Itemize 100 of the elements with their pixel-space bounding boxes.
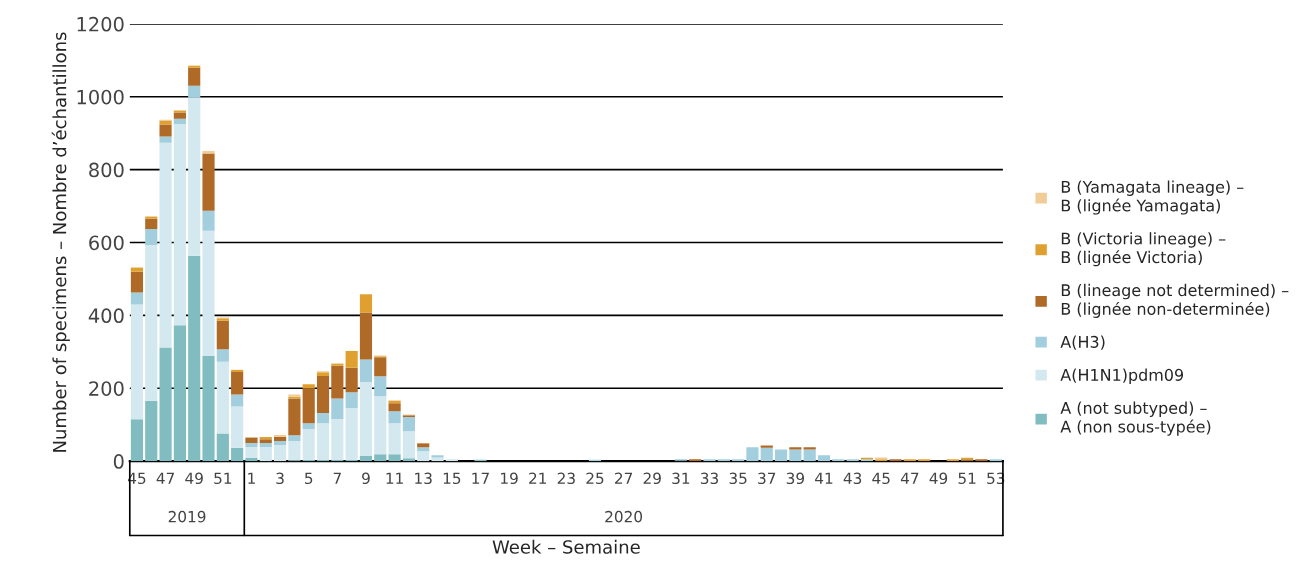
- bar: [746, 447, 759, 462]
- bar: [331, 365, 344, 399]
- bar: [760, 445, 773, 448]
- x-tick-label: 9: [362, 472, 370, 485]
- x-tick-label: 7: [333, 472, 341, 484]
- bar: [431, 455, 444, 458]
- bar: [288, 441, 301, 461]
- x-tick-label: 51: [958, 472, 976, 485]
- y-axis-title: Number of specimens – Nombre d’échantillons: [51, 32, 70, 452]
- x-tick-label: 35: [729, 472, 747, 485]
- bar: [159, 142, 172, 348]
- bar: [316, 423, 330, 461]
- text: 2020: [605, 510, 643, 523]
- bar: [402, 458, 415, 462]
- bar: [331, 418, 344, 461]
- legend-label: A (not subtyped) – A (non sous-typée): [1060, 401, 1211, 436]
- bar: [359, 359, 373, 383]
- bar: [245, 437, 258, 443]
- bar: [302, 423, 315, 430]
- bar: [216, 433, 229, 462]
- x-tick-label: 39: [786, 472, 805, 485]
- legend-label: A(H1N1)pdm09: [1060, 368, 1184, 385]
- bar: [259, 446, 272, 462]
- x-tick-label: 49: [185, 472, 203, 485]
- bar: [274, 437, 287, 442]
- x-tick-label: 33: [700, 472, 718, 485]
- bar: [374, 396, 387, 455]
- bar: [402, 431, 415, 459]
- bar: [274, 441, 287, 446]
- bar: [417, 443, 430, 448]
- bar: [417, 451, 430, 462]
- bar: [245, 446, 258, 458]
- bar: [316, 413, 330, 424]
- bar: [231, 371, 244, 395]
- bar: [345, 407, 358, 461]
- bar: [130, 292, 144, 305]
- y-tick-label: 0: [113, 454, 124, 469]
- bar: [388, 454, 401, 462]
- bar: [374, 454, 387, 462]
- x-tick-label: 13: [415, 472, 432, 485]
- x-tick-label: 47: [156, 472, 174, 484]
- bar: [145, 229, 158, 246]
- x-tick-label: 37: [758, 472, 776, 485]
- x-tick-label: 19: [501, 472, 518, 485]
- bar: [774, 449, 788, 462]
- bar: [173, 118, 186, 125]
- bar: [388, 403, 401, 412]
- bar: [345, 392, 358, 408]
- bar: [130, 419, 144, 462]
- bar: [316, 375, 330, 414]
- x-tick-label: 27: [615, 472, 633, 484]
- x-tick-label: 31: [672, 472, 690, 485]
- bar: [159, 136, 172, 143]
- bar: [173, 112, 186, 119]
- bar: [359, 312, 373, 360]
- bar: [388, 411, 401, 424]
- bar: [202, 151, 215, 154]
- bar: [245, 457, 258, 462]
- x-tick-label: 11: [386, 472, 403, 484]
- x-tick-label: 49: [929, 472, 948, 485]
- bar: [817, 455, 831, 462]
- bar: [388, 423, 401, 455]
- bar: [202, 355, 215, 462]
- bar: [130, 271, 144, 293]
- x-tick-label: 43: [843, 472, 862, 485]
- bar: [302, 388, 315, 424]
- bar: [216, 349, 229, 362]
- x-tick-label: 1: [248, 472, 255, 484]
- bar: [274, 445, 287, 462]
- bar: [173, 124, 186, 326]
- y-tick-label: 1000: [77, 89, 124, 105]
- bar: [259, 442, 272, 447]
- bar: [130, 304, 144, 420]
- x-tick-label: 45: [872, 472, 890, 485]
- bar: [302, 384, 315, 389]
- y-tick-label: 600: [89, 235, 124, 251]
- x-tick-label: 29: [643, 472, 661, 485]
- bar: [231, 406, 244, 448]
- legend-label: A(H3): [1060, 335, 1105, 350]
- bar: [803, 449, 816, 462]
- bar: [359, 294, 373, 313]
- bar: [288, 398, 301, 436]
- bar: [331, 398, 344, 419]
- x-tick-label: 23: [557, 472, 575, 485]
- bar: [188, 97, 201, 256]
- bar: [288, 435, 301, 442]
- x-tick-label: 5: [305, 472, 313, 485]
- bar: [159, 124, 172, 137]
- bar: [374, 357, 387, 377]
- legend-label: B (Victoria lineage) – B (lignée Victoria): [1061, 232, 1226, 267]
- bar: [173, 325, 186, 462]
- x-axis-title: Week – Semaine: [492, 539, 640, 554]
- x-tick-label: 51: [214, 472, 232, 485]
- x-tick-label: 3: [276, 472, 284, 485]
- text: 2019: [168, 510, 206, 523]
- bar: [345, 351, 358, 368]
- legend-label: B (Yamagata lineage) – B (lignée Yamagata): [1061, 180, 1244, 215]
- bar: [302, 429, 315, 461]
- bar: [188, 255, 201, 462]
- bar: [417, 447, 430, 452]
